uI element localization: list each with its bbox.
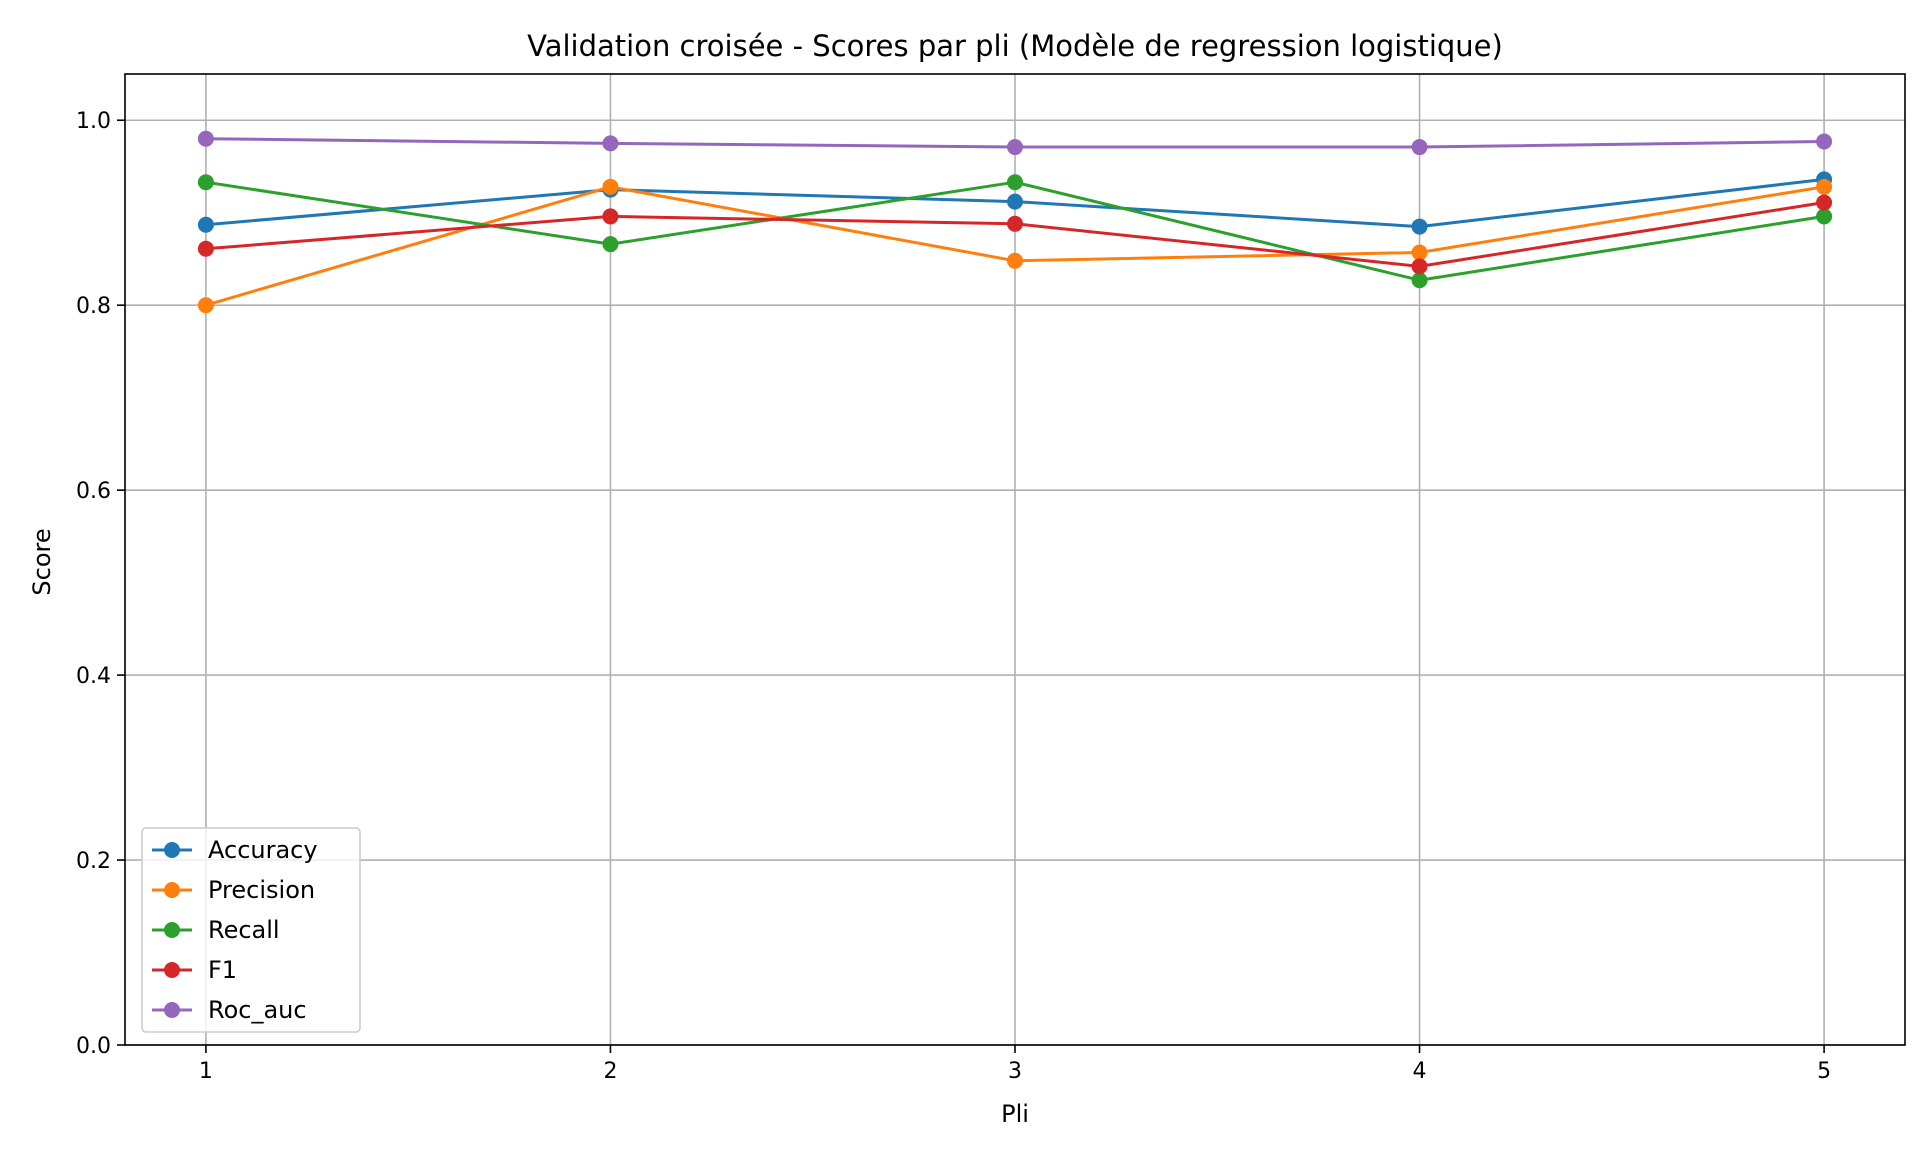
legend-label: Roc_auc xyxy=(208,996,307,1024)
legend-swatch-marker xyxy=(164,922,180,938)
legend-label: F1 xyxy=(208,956,237,984)
y-axis: 0.0 0.2 0.4 0.6 0.8 1.0 xyxy=(76,109,125,1059)
legend-label: Recall xyxy=(208,916,280,944)
series-recall xyxy=(197,174,1833,289)
legend-swatch-marker xyxy=(164,962,180,978)
legend-item-precision: Precision xyxy=(152,876,315,904)
y-tick-label: 0.8 xyxy=(76,294,111,319)
legend-item-accuracy: Accuracy xyxy=(152,836,318,864)
y-tick-label: 0.0 xyxy=(76,1034,111,1059)
y-axis-label: Score xyxy=(28,528,56,595)
data-point-f1 xyxy=(602,208,619,225)
data-point-recall xyxy=(602,236,619,253)
x-tick-label: 2 xyxy=(603,1059,617,1084)
data-point-accuracy xyxy=(197,216,214,233)
data-point-roc-auc xyxy=(1816,133,1833,150)
x-tick-label: 3 xyxy=(1008,1059,1022,1084)
y-tick-label: 0.6 xyxy=(76,479,111,504)
series-roc-auc xyxy=(197,130,1833,156)
data-point-roc-auc xyxy=(1411,139,1428,156)
x-axis-label: Pli xyxy=(1001,1100,1029,1128)
data-point-precision xyxy=(1816,178,1833,195)
data-point-recall xyxy=(197,174,214,191)
legend-label: Precision xyxy=(208,876,315,904)
legend-box xyxy=(141,827,361,1033)
data-point-roc-auc xyxy=(602,135,619,152)
data-point-f1 xyxy=(197,240,214,257)
data-point-precision xyxy=(602,178,619,195)
data-point-precision xyxy=(197,297,214,314)
data-point-f1 xyxy=(1816,194,1833,211)
legend-label: Accuracy xyxy=(208,836,318,864)
legend-item-recall: Recall xyxy=(152,916,280,944)
data-point-accuracy xyxy=(1411,218,1428,235)
series-f1 xyxy=(197,194,1833,275)
data-point-accuracy xyxy=(1007,193,1023,210)
legend-swatch-marker xyxy=(164,882,180,898)
legend-swatch-marker xyxy=(164,842,180,858)
data-point-recall xyxy=(1411,272,1428,289)
x-tick-label: 4 xyxy=(1413,1059,1427,1084)
data-point-precision xyxy=(1007,252,1023,269)
legend: Accuracy Precision Recall F1 Roc_auc xyxy=(141,827,361,1033)
data-point-roc-auc xyxy=(1007,139,1023,156)
data-point-recall xyxy=(1007,174,1023,191)
legend-item-f1: F1 xyxy=(152,956,237,984)
data-point-roc-auc xyxy=(197,130,214,147)
chart-title: Validation croisée - Scores par pli (Mod… xyxy=(527,29,1503,63)
legend-item-roc-auc: Roc_auc xyxy=(152,996,307,1024)
legend-swatch-marker xyxy=(164,1002,180,1018)
grid xyxy=(125,74,1905,1046)
x-tick-label: 1 xyxy=(199,1059,213,1084)
data-point-f1 xyxy=(1007,215,1023,232)
y-tick-label: 0.2 xyxy=(76,849,111,874)
data-point-recall xyxy=(1816,208,1833,225)
x-tick-label: 5 xyxy=(1817,1059,1831,1084)
y-tick-label: 1.0 xyxy=(76,109,111,134)
y-tick-label: 0.4 xyxy=(76,664,111,689)
series-layer xyxy=(197,130,1833,314)
data-point-precision xyxy=(1411,244,1428,261)
data-point-f1 xyxy=(1411,258,1428,275)
x-axis: 1 2 3 4 5 xyxy=(199,1045,1831,1084)
